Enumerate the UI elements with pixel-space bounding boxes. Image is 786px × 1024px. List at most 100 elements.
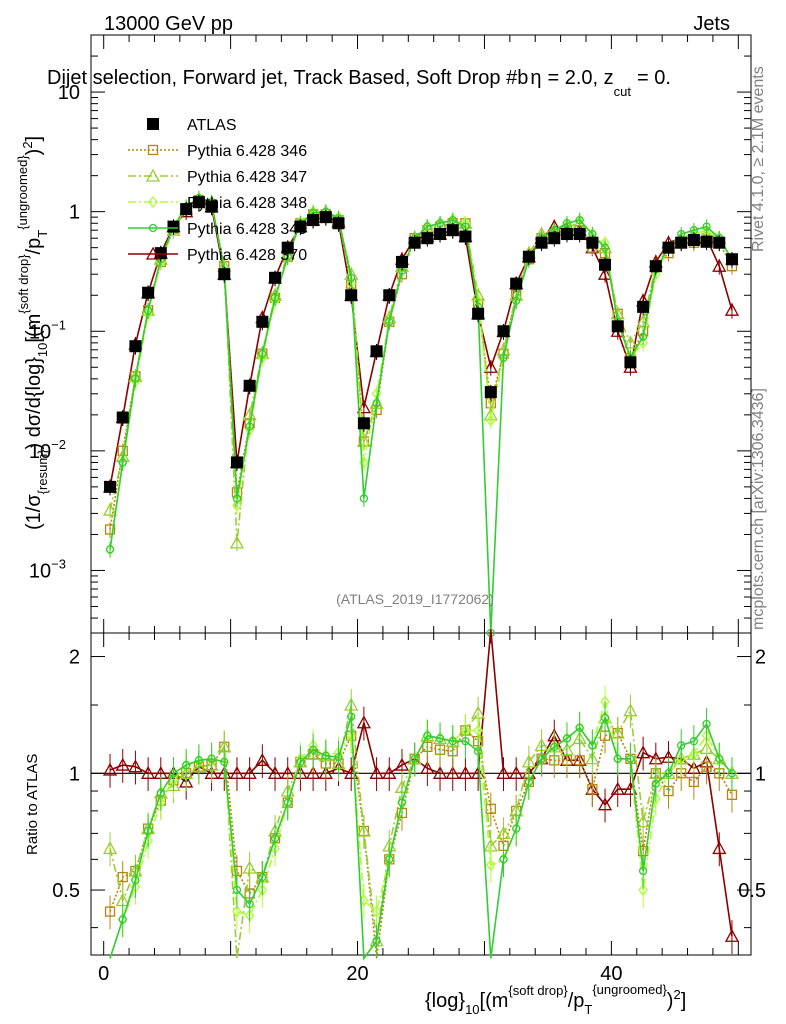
ratio-plot-frame bbox=[90, 632, 752, 956]
ratio-point bbox=[207, 754, 216, 763]
ratio-point bbox=[432, 765, 448, 779]
ratio-point bbox=[321, 751, 330, 760]
data-point bbox=[700, 235, 713, 248]
ratio-point bbox=[410, 754, 419, 763]
ratio-point bbox=[537, 754, 546, 763]
data-point bbox=[129, 340, 142, 353]
ratio-line bbox=[109, 715, 733, 961]
ratio-point bbox=[471, 765, 486, 779]
ratio-point bbox=[118, 915, 127, 924]
ratio-point bbox=[638, 866, 648, 876]
data-point bbox=[143, 306, 153, 315]
ratio-point bbox=[610, 725, 625, 739]
data-point bbox=[395, 255, 408, 268]
ratio-y-tick-label-right: 2 bbox=[755, 647, 766, 669]
ratio-point bbox=[369, 765, 384, 779]
data-point bbox=[383, 289, 396, 302]
ratio-point bbox=[610, 781, 625, 795]
legend-item: Pythia 6.428 347 bbox=[128, 168, 307, 186]
legend: ATLAS Pythia 6.428 346 Pythia 6.428 347 Pyt… bbox=[128, 117, 307, 264]
ratio-point bbox=[102, 762, 118, 776]
series-1 bbox=[104, 192, 738, 538]
data-point bbox=[256, 315, 269, 328]
ratio-point bbox=[346, 729, 357, 742]
ratio-point bbox=[104, 906, 116, 917]
ratio-point bbox=[448, 737, 457, 746]
data-point bbox=[102, 502, 118, 516]
legend-label: ATLAS bbox=[187, 117, 237, 134]
data-point bbox=[573, 228, 586, 241]
data-point bbox=[435, 219, 445, 228]
ratio-point bbox=[270, 834, 280, 843]
ratio-point bbox=[499, 855, 508, 864]
main-y-tick-label: 10 bbox=[58, 82, 80, 104]
data-point bbox=[104, 480, 117, 493]
data-point bbox=[359, 494, 369, 503]
x-tick-label: 20 bbox=[346, 963, 368, 985]
data-point bbox=[510, 277, 523, 290]
legend-label: Pythia 6.428 346 bbox=[187, 143, 307, 160]
ratio-point bbox=[638, 884, 648, 897]
legend-item: Pythia 6.428 348 bbox=[128, 195, 307, 212]
data-point bbox=[116, 411, 129, 424]
ratio-point bbox=[220, 757, 229, 767]
legend-marker bbox=[145, 168, 161, 182]
ratio-point bbox=[712, 841, 727, 855]
energy-label: 13000 GeV pp bbox=[104, 13, 233, 35]
data-point bbox=[662, 241, 675, 254]
main-y-tick-label: 10−1 bbox=[29, 317, 66, 343]
data-point bbox=[623, 335, 638, 349]
data-point bbox=[484, 386, 497, 399]
data-point bbox=[118, 458, 127, 467]
ratio-point bbox=[283, 798, 292, 807]
ratio-point bbox=[623, 703, 638, 717]
data-point bbox=[294, 220, 307, 233]
data-point bbox=[421, 232, 434, 245]
ratio-point bbox=[143, 826, 153, 836]
ratio-point bbox=[420, 760, 435, 774]
ratio-point bbox=[600, 713, 610, 722]
data-point bbox=[624, 356, 637, 369]
ratio-y-tick-label: 2 bbox=[69, 647, 80, 669]
series-0 bbox=[104, 194, 738, 496]
ratio-point bbox=[232, 905, 242, 918]
ratio-point bbox=[308, 745, 318, 754]
main-y-tick-label: 10−3 bbox=[29, 556, 66, 582]
ratio-y-tick-label: 0.5 bbox=[52, 880, 80, 902]
ratio-point bbox=[461, 737, 470, 746]
data-point bbox=[142, 286, 155, 299]
ratio-point bbox=[232, 885, 242, 895]
ratio-point bbox=[724, 928, 740, 942]
data-point bbox=[154, 247, 167, 260]
legend-label: Pythia 6.428 349 bbox=[187, 221, 307, 238]
ratio-point bbox=[435, 734, 445, 743]
data-point bbox=[597, 266, 613, 280]
data-point bbox=[104, 524, 116, 535]
ratio-series-4 bbox=[109, 700, 737, 961]
x-tick-label: 40 bbox=[600, 963, 622, 985]
data-point bbox=[230, 456, 243, 469]
ratio-point bbox=[229, 765, 245, 779]
data-point bbox=[270, 293, 280, 303]
ratio-point bbox=[636, 745, 651, 759]
ratio-point bbox=[334, 753, 343, 762]
ratio-point bbox=[242, 860, 257, 874]
ratio-point bbox=[128, 759, 143, 773]
ratio-y-tick-label: 1 bbox=[69, 763, 80, 785]
ratio-point bbox=[117, 871, 128, 883]
ratio-series-group bbox=[102, 629, 740, 961]
legend-item: Pythia 6.428 346 bbox=[128, 143, 307, 160]
data-point bbox=[229, 535, 245, 549]
main-y-tick-label: 10−2 bbox=[29, 437, 66, 463]
data-point bbox=[281, 241, 294, 254]
ratio-point bbox=[156, 788, 165, 798]
data-point bbox=[562, 219, 572, 228]
data-point bbox=[423, 222, 432, 231]
data-point bbox=[548, 232, 561, 245]
ratio-point bbox=[550, 742, 559, 751]
ratio-y-axis: 2 2 1 1 0.5 0.5 bbox=[52, 647, 766, 929]
plot-title: Dijet selection, Forward jet, Track Base… bbox=[47, 67, 671, 99]
ratio-point bbox=[245, 899, 254, 909]
data-point bbox=[485, 414, 496, 427]
